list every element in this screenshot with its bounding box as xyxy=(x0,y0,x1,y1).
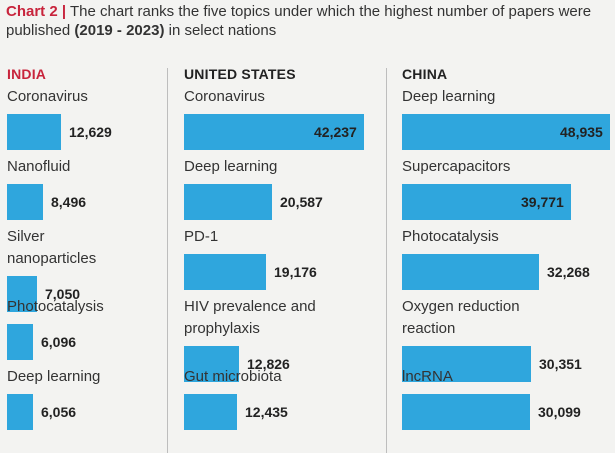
bar-value-label: 12,629 xyxy=(69,124,112,140)
bar xyxy=(7,114,61,150)
bar-item: Deep learning 6,056 xyxy=(7,366,101,430)
bar-item: Gut microbiota 12,435 xyxy=(184,366,288,430)
bar-category-label: HIV prevalence and prophylaxis xyxy=(184,298,316,337)
bar xyxy=(184,184,272,220)
bar-value-label: 30,099 xyxy=(538,404,581,420)
panel-heading: CHINA xyxy=(402,66,448,82)
bar-value-label: 12,826 xyxy=(247,356,290,372)
title-separator: | xyxy=(61,3,67,20)
bar-value-label: 42,237 xyxy=(314,124,357,140)
bar-item: Coronavirus 42,237 xyxy=(184,86,364,150)
column-divider xyxy=(386,68,387,453)
bar-category-label: Photocatalysis xyxy=(402,228,499,245)
bar-value-label: 32,268 xyxy=(547,264,590,280)
bar-value-label: 6,056 xyxy=(41,404,77,420)
bar-category-label: Photocatalysis xyxy=(7,298,104,315)
bar-item: PD-1 19,176 xyxy=(184,226,317,290)
bar xyxy=(402,254,539,290)
bar xyxy=(7,184,43,220)
bar-item: Photocatalysis 32,268 xyxy=(402,226,590,290)
bar-category-label: Coronavirus xyxy=(184,88,265,105)
bar-category-label: Deep learning xyxy=(402,88,496,105)
chart-title: Chart 2 | The chart ranks the five topic… xyxy=(6,2,606,40)
bar-category-label: Gut microbiota xyxy=(184,368,282,385)
title-text-part2: in select nations xyxy=(168,22,277,39)
bar xyxy=(184,346,239,382)
title-text-part1: The chart ranks the five topics under wh… xyxy=(6,3,592,39)
bar-category-label: Nanofluid xyxy=(7,158,71,175)
bar xyxy=(402,114,610,150)
chart-number: Chart 2 xyxy=(6,3,58,20)
bar-value-label: 7,050 xyxy=(45,286,81,302)
bar-value-label: 30,351 xyxy=(539,356,582,372)
bar xyxy=(184,394,237,430)
bar-category-label: lncRNA xyxy=(402,368,453,385)
bar-category-label: Oxygen reduction reaction xyxy=(402,298,520,337)
bar-value-label: 8,496 xyxy=(51,194,87,210)
bar xyxy=(7,276,37,312)
bar-item: Deep learning 48,935 xyxy=(402,86,610,150)
bar-item: Deep learning 20,587 xyxy=(184,156,323,220)
bar-item: Oxygen reduction reaction 30,351 xyxy=(402,296,582,382)
bar-item: lncRNA 30,099 xyxy=(402,366,581,430)
bar-category-label: PD-1 xyxy=(184,228,219,245)
bar xyxy=(402,184,571,220)
bar xyxy=(7,394,33,430)
bar-category-label: Supercapacitors xyxy=(402,158,511,175)
bar-value-label: 6,096 xyxy=(41,334,77,350)
bar-category-label: Deep learning xyxy=(184,158,278,175)
bar xyxy=(184,254,266,290)
bar-item: HIV prevalence and prophylaxis 12,826 xyxy=(184,296,316,382)
bar-item: Supercapacitors 39,771 xyxy=(402,156,571,220)
column-divider xyxy=(167,68,168,453)
bar-value-label: 48,935 xyxy=(560,124,603,140)
panel-heading: INDIA xyxy=(7,66,47,82)
panel-heading: UNITED STATES xyxy=(184,66,296,82)
bar-item: Photocatalysis 6,096 xyxy=(7,296,104,360)
bar xyxy=(184,114,364,150)
bar xyxy=(7,324,33,360)
bar-value-label: 20,587 xyxy=(280,194,323,210)
bar-item: Nanofluid 8,496 xyxy=(7,156,86,220)
bar-category-label: Coronavirus xyxy=(7,88,88,105)
bar-category-label: Deep learning xyxy=(7,368,101,385)
title-years: (2019 - 2023) xyxy=(74,22,165,39)
bar-item: Silver nanoparticles 7,050 xyxy=(7,226,97,312)
bar-value-label: 19,176 xyxy=(274,264,317,280)
bar xyxy=(402,346,531,382)
bar-category-label: Silver nanoparticles xyxy=(7,228,97,267)
bar xyxy=(402,394,530,430)
bar-item: Coronavirus 12,629 xyxy=(7,86,112,150)
bar-value-label: 39,771 xyxy=(521,194,564,210)
bar-value-label: 12,435 xyxy=(245,404,288,420)
